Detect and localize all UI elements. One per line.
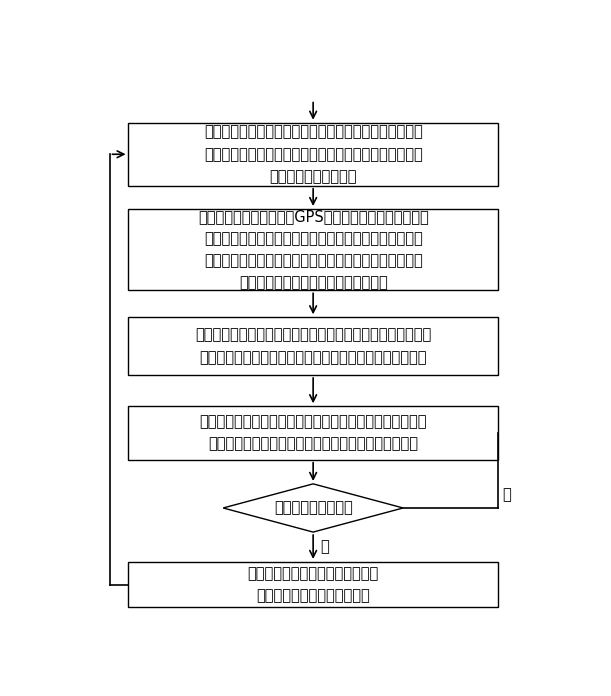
FancyBboxPatch shape [128, 122, 498, 186]
FancyBboxPatch shape [128, 406, 498, 460]
FancyBboxPatch shape [128, 317, 498, 375]
Text: 直接发送切换请求到所述下一跳需
连接的无线接入点，完成切换: 直接发送切换请求到所述下一跳需 连接的无线接入点，完成切换 [247, 566, 379, 603]
Text: 是: 是 [320, 539, 329, 555]
FancyBboxPatch shape [128, 209, 498, 290]
Polygon shape [223, 484, 403, 532]
FancyBboxPatch shape [128, 562, 498, 608]
Text: 车载无线通信终端在小区切换前，将切换时所需发送的信息
发送到所述下一跳需连接的无线接入点，做好切换准备: 车载无线通信终端在小区切换前，将切换时所需发送的信息 发送到所述下一跳需连接的无… [199, 414, 427, 452]
Text: 车载无线通信终端从候选无线接入点中计算选取与所述目的路
线距离最短的无线接入点，作为下一跳需连接的无线接入点: 车载无线通信终端从候选无线接入点中计算选取与所述目的路 线距离最短的无线接入点，… [195, 328, 431, 365]
Text: 车载无线通信终端根据其GPS导航系统提供的自身地理位
置信息和目的路线，以及获取的邻居无线接入点的地理位
置信息，从邻居无线接入点中计算选取和目的路线的方向
一: 车载无线通信终端根据其GPS导航系统提供的自身地理位 置信息和目的路线，以及获取… [198, 209, 428, 290]
Text: 车载无线通信终端从当前连接的无线接入点获取邻居无线
接入点的信息并存储，所述邻居无线接入点的信息中包括
其自身的地理位置信息: 车载无线通信终端从当前连接的无线接入点获取邻居无线 接入点的信息并存储，所述邻居… [203, 125, 423, 184]
Text: 是否触发切换门限？: 是否触发切换门限？ [274, 500, 353, 516]
Text: 否: 否 [502, 487, 511, 502]
